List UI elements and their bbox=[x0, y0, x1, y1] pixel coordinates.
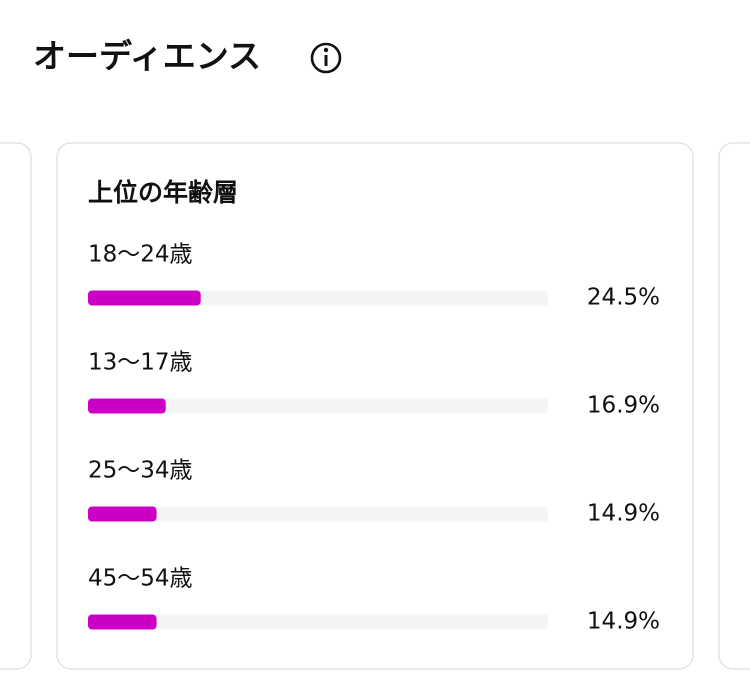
value-label: 14.9% bbox=[587, 609, 660, 635]
bar bbox=[88, 398, 166, 414]
age-label: 13〜17歳 bbox=[88, 350, 193, 376]
age-label: 18〜24歳 bbox=[88, 242, 193, 268]
card-title: 上位の年齢層 bbox=[88, 178, 238, 207]
bar-track bbox=[88, 398, 548, 414]
prev-card[interactable] bbox=[0, 142, 32, 670]
info-circle bbox=[310, 42, 342, 74]
info-icon[interactable] bbox=[310, 42, 342, 74]
bar-track bbox=[88, 614, 548, 630]
info-stem bbox=[324, 55, 328, 66]
next-card[interactable] bbox=[718, 142, 750, 670]
age-label: 45〜54歳 bbox=[88, 566, 193, 592]
bar-track bbox=[88, 506, 548, 522]
value-label: 14.9% bbox=[587, 501, 660, 527]
bar-track bbox=[88, 290, 548, 306]
info-dot bbox=[323, 47, 329, 53]
bar bbox=[88, 290, 201, 306]
section-title: オーディエンス bbox=[33, 37, 261, 76]
value-label: 24.5% bbox=[587, 285, 660, 311]
bar bbox=[88, 506, 157, 522]
bar bbox=[88, 614, 157, 630]
value-label: 16.9% bbox=[587, 393, 660, 419]
age-label: 25〜34歳 bbox=[88, 458, 193, 484]
